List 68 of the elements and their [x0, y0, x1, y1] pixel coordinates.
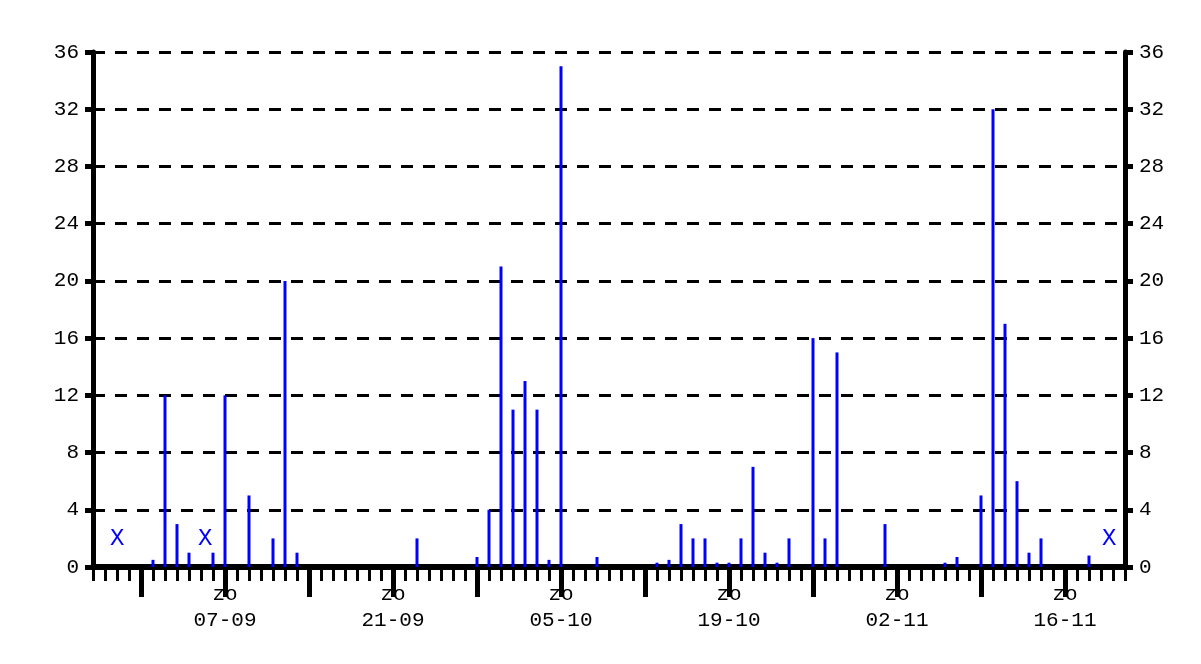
y2-tick-label: 0 — [1139, 555, 1152, 579]
y2-tick-label: 20 — [1139, 269, 1165, 293]
bar — [715, 562, 719, 567]
bar — [247, 495, 251, 567]
bar — [679, 524, 683, 567]
bar — [187, 552, 191, 567]
bar — [1015, 481, 1019, 567]
y2-tick-label: 8 — [1139, 441, 1152, 465]
bar — [163, 395, 167, 567]
y2-tick-label: 16 — [1139, 326, 1165, 350]
bar — [175, 524, 179, 567]
y2-tick-label: 36 — [1139, 40, 1165, 64]
bar — [667, 559, 671, 567]
bar — [751, 466, 755, 567]
y2-tick-label: 12 — [1139, 383, 1165, 407]
bar — [283, 280, 287, 567]
bar — [811, 338, 815, 567]
bar — [487, 509, 491, 567]
y-tick-label: 4 — [66, 498, 79, 522]
bar — [955, 556, 959, 567]
bar — [535, 409, 539, 567]
bar — [547, 559, 551, 567]
annotation: X — [110, 524, 125, 552]
y2-tick-label: 24 — [1139, 212, 1165, 236]
y-tick-label: 0 — [66, 555, 79, 579]
bar — [1039, 538, 1043, 567]
bar — [595, 556, 599, 567]
bar — [991, 109, 995, 567]
bar — [271, 538, 275, 567]
bar — [499, 266, 503, 567]
y-tick-label: 16 — [53, 326, 79, 350]
bar — [835, 352, 839, 567]
bar — [727, 562, 731, 567]
bar — [943, 562, 947, 567]
bar — [883, 524, 887, 567]
annotation: X — [198, 524, 213, 552]
bar — [787, 538, 791, 567]
bar — [691, 538, 695, 567]
y-tick-label: 8 — [66, 441, 79, 465]
bar — [511, 409, 515, 567]
y-tick-label: 24 — [53, 212, 79, 236]
y-tick-label: 28 — [53, 154, 79, 178]
y2-tick-label: 32 — [1139, 97, 1165, 121]
bar — [1003, 323, 1007, 567]
bar — [223, 395, 227, 567]
bar — [295, 552, 299, 567]
y2-tick-label: 28 — [1139, 154, 1165, 178]
y-tick-label: 20 — [53, 269, 79, 293]
bar — [211, 552, 215, 567]
bar — [703, 538, 707, 567]
bar — [1027, 552, 1031, 567]
bar — [415, 538, 419, 567]
y-tick-label: 12 — [53, 383, 79, 407]
bar — [775, 562, 779, 567]
bar — [763, 552, 767, 567]
bar — [523, 381, 527, 567]
bar — [559, 66, 563, 567]
bar — [979, 495, 983, 567]
bar — [475, 556, 479, 567]
annotation: X — [1102, 524, 1117, 552]
y-tick-label: 36 — [53, 40, 79, 64]
bar — [1087, 555, 1091, 567]
bar — [151, 559, 155, 567]
bar — [655, 562, 659, 567]
y2-tick-label: 4 — [1139, 498, 1152, 522]
y-tick-label: 32 — [53, 97, 79, 121]
bar — [739, 538, 743, 567]
bar — [823, 538, 827, 567]
